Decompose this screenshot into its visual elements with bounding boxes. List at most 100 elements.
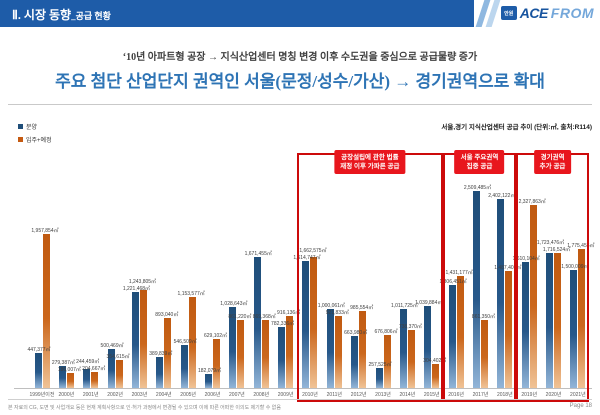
bar-value-ipju-2002년: 354,615㎡ <box>106 354 130 361</box>
bar-ipju-2005년 <box>188 297 196 388</box>
footer-divider <box>8 399 592 400</box>
bar-value-bunyang-2000년: 279,387㎡ <box>51 360 75 367</box>
x-axis-label-2018년: 2018년 <box>496 392 513 398</box>
brand-name-from: FROM <box>550 5 594 21</box>
bar-value-bunyang-2015년: 1,039,884㎡ <box>415 300 443 307</box>
bar-value-ipju-2018년: 1,487,401㎡ <box>494 265 522 272</box>
bar-value-bunyang-2010년: 1,614,747㎡ <box>293 255 321 262</box>
bar-ipju-2010년 <box>310 257 318 388</box>
bar-value-ipju-2019년: 2,327,863㎡ <box>518 199 546 206</box>
bar-value-ipju-2020년: 1,716,524㎡ <box>542 247 571 254</box>
bar-bunyang-1999년이전 <box>34 352 42 388</box>
bar-ipju-1999년이전 <box>42 234 50 388</box>
bar-value-ipju-2012년: 985,554㎡ <box>350 304 374 311</box>
bar-value-bunyang-2001년: 244,459㎡ <box>76 358 100 365</box>
bar-ipju-2009년 <box>286 316 294 388</box>
bar-ipju-2013년 <box>383 334 391 388</box>
bar-bunyang-2006년 <box>205 373 213 388</box>
bar-value-ipju-2010년: 1,662,575㎡ <box>299 248 327 255</box>
bar-value-bunyang-2008년: 1,671,455㎡ <box>244 250 272 257</box>
bar-bunyang-2016년 <box>448 285 456 388</box>
x-axis-line <box>14 388 592 389</box>
x-axis-label-2020년: 2020년 <box>545 392 562 398</box>
x-axis-label-2017년: 2017년 <box>472 392 489 398</box>
annotation-box-1: 공장설립에 관한 법률 재정 이후 가파른 공급 <box>334 150 406 174</box>
bar-ipju-2019년 <box>529 205 537 388</box>
x-axis-label-2004년: 2004년 <box>155 392 172 398</box>
bar-ipju-2003년 <box>139 290 147 388</box>
bar-ipju-2014년 <box>407 330 415 388</box>
bar-ipju-2012년 <box>359 310 367 388</box>
annotation-box-3: 경기권역 추가 공급 <box>533 150 572 174</box>
legend-item-bunyang: 분양 <box>18 122 52 131</box>
bar-bunyang-2018년 <box>497 199 505 388</box>
bar-ipju-2007년 <box>237 320 245 388</box>
bar-value-ipju-2004년: 893,040㎡ <box>155 311 179 318</box>
bar-bunyang-2012년 <box>351 335 359 388</box>
bar-value-bunyang-2007년: 1,028,643㎡ <box>220 301 248 308</box>
bar-value-ipju-2001년: 204,667㎡ <box>82 365 106 372</box>
bar-ipju-2011년 <box>334 315 342 388</box>
bar-value-ipju-2013년: 676,806㎡ <box>374 328 398 335</box>
bar-bunyang-2008년 <box>253 256 261 388</box>
page-number: Page 18 <box>569 403 592 409</box>
x-axis-label-2006년: 2006년 <box>204 392 221 398</box>
x-axis-label-2003년: 2003년 <box>131 392 148 398</box>
bar-value-ipju-2007년: 861,220㎡ <box>228 314 252 321</box>
bar-ipju-2008년 <box>261 319 269 388</box>
bar-bunyang-2005년 <box>180 345 188 388</box>
annotation-line: 공장설립에 관한 법률 <box>341 154 399 161</box>
bar-bunyang-2007년 <box>229 307 237 388</box>
annotation-line: 서울 주요권역 <box>460 154 499 161</box>
x-axis-label-2001년: 2001년 <box>82 392 99 398</box>
bar-value-ipju-2000년: 186,007㎡ <box>57 367 81 374</box>
chart-legend: 분양 입주+예정 <box>18 122 52 148</box>
bar-bunyang-2015년 <box>424 306 432 388</box>
x-axis-label-2021년: 2021년 <box>570 392 586 398</box>
annotation-line: 경기권역 <box>540 154 565 161</box>
x-axis-label-1999년이전: 1999년이전 <box>29 392 55 398</box>
page-title-main: Ⅱ. 시장 동향 <box>12 8 72 22</box>
bar-value-bunyang-2004년: 389,839㎡ <box>149 351 173 358</box>
bar-bunyang-2002년 <box>107 348 115 388</box>
bar-bunyang-2014년 <box>399 308 407 388</box>
bar-ipju-2000년 <box>66 373 74 388</box>
bar-value-ipju-2003년: 1,243,805㎡ <box>128 279 157 286</box>
bar-ipju-2006년 <box>213 338 221 388</box>
brand-mark-icon: 안원 <box>500 6 517 20</box>
bar-bunyang-2017년 <box>472 191 480 388</box>
bar-value-bunyang-2002년: 500,469㎡ <box>100 342 124 349</box>
bar-value-bunyang-2006년: 182,079㎡ <box>197 367 222 374</box>
bar-value-ipju-2014년: 738,370㎡ <box>398 324 422 331</box>
bar-value-bunyang-2003년: 1,221,468㎡ <box>122 286 151 293</box>
bar-value-bunyang-2019년: 1,610,104㎡ <box>512 255 540 262</box>
bar-bunyang-2020년 <box>546 252 554 388</box>
bar-value-ipju-2021년: 1,775,455㎡ <box>567 242 595 249</box>
x-axis-label-2009년: 2009년 <box>277 392 294 398</box>
page-title-sub: _공급 현황 <box>71 11 111 21</box>
x-axis-label-2010년: 2010년 <box>302 392 318 398</box>
bar-ipju-2002년 <box>115 360 123 388</box>
bar-value-bunyang-2016년: 1,306,451㎡ <box>439 279 467 286</box>
x-axis-label-2016년: 2016년 <box>448 392 464 398</box>
bar-value-bunyang-1999년이전: 447,377㎡ <box>27 346 51 353</box>
bar-bunyang-2003년 <box>131 292 139 388</box>
company-logo: 안원 ACE FROM <box>500 5 594 21</box>
headline-line1: ‘10년 아파트형 공장 → 지식산업센터 명칭 변경 이후 수도권을 중심으로… <box>122 52 478 63</box>
x-axis-label-2013년: 2013년 <box>375 392 391 398</box>
legend-item-ipju: 입주+예정 <box>18 135 52 144</box>
legend-swatch-orange <box>18 137 23 142</box>
legend-label: 분양 <box>26 125 38 131</box>
bar-value-bunyang-2012년: 663,980㎡ <box>344 329 368 336</box>
header-bar <box>0 0 474 27</box>
headline-block: ‘10년 아파트형 공장 → 지식산업센터 명칭 변경 이후 수도권을 중심으로… <box>0 48 600 92</box>
annotation-line: 집중 공급 <box>466 163 493 170</box>
bar-value-ipju-2016년: 1,431,177㎡ <box>445 269 473 276</box>
bar-value-bunyang-2017년: 2,509,485㎡ <box>463 185 492 191</box>
page-title: Ⅱ. 시장 동향_공급 현황 <box>12 6 111 23</box>
headline-line2: 주요 첨단 산업단지 권역인 서울(문정/성수/가산) → 경기권역으로 확대 <box>55 72 545 91</box>
bar-value-ipju-1999년이전: 1,957,854㎡ <box>31 228 59 235</box>
